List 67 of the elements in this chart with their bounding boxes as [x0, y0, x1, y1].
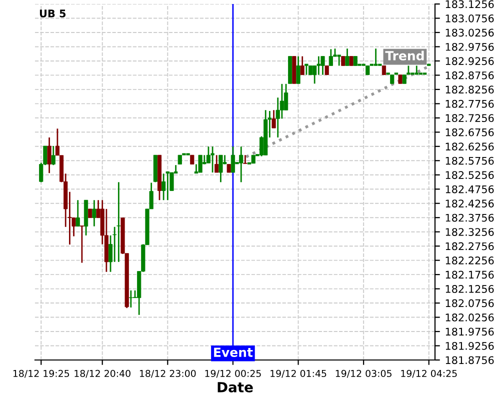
candlestick — [382, 64, 386, 76]
y-tick-label: 182.1756 — [446, 270, 494, 279]
y-tick-label: 181.9256 — [446, 342, 494, 350]
candlestick — [341, 56, 346, 66]
y-tick-label: 181.8756 — [446, 356, 494, 364]
x-tick-label: 19/12 03:05 — [336, 370, 392, 378]
candlestick — [47, 136, 52, 174]
candlestick — [178, 154, 182, 165]
y-tick-label: 182.4256 — [446, 200, 494, 208]
candlestick — [345, 48, 350, 66]
y-tick-label: 183.0756 — [446, 14, 494, 22]
candlestick — [230, 146, 236, 174]
y-tick-label: 182.6256 — [446, 142, 494, 151]
candlestick — [353, 56, 358, 66]
candlestick — [76, 199, 80, 228]
x-tick-label: 18/12 19:25 — [13, 370, 70, 378]
y-tick-label: 182.0756 — [446, 299, 494, 308]
y-tick-label: 182.3256 — [446, 228, 494, 236]
x-tick-label: 19/12 04:25 — [401, 370, 457, 378]
candlestick — [272, 109, 276, 129]
candlestick — [296, 56, 300, 84]
candlestick — [243, 154, 248, 164]
candlestick — [190, 154, 194, 165]
y-tick-label: 182.3756 — [446, 214, 494, 222]
candlestick — [51, 145, 56, 166]
candlestick — [198, 154, 202, 174]
y-tick-label: 181.9756 — [446, 328, 494, 336]
x-axis-title: Date — [218, 382, 253, 392]
y-tick-label: 183.0256 — [446, 28, 494, 37]
chart-title: UB 5 — [40, 10, 66, 18]
candlestick — [92, 199, 96, 228]
x-tick-label: 19/12 01:45 — [270, 370, 326, 378]
ref-line-label: Event — [214, 348, 253, 358]
y-tick-label: 182.5256 — [446, 171, 494, 179]
y-tick-label: 182.7756 — [446, 100, 494, 108]
candlestick — [218, 154, 223, 183]
y-tick-label: 182.8756 — [446, 71, 494, 80]
y-tick-label: 182.8256 — [446, 86, 494, 94]
y-tick-label: 182.4756 — [446, 185, 494, 194]
y-tick-label: 182.9256 — [446, 57, 494, 66]
x-tick-label: 19/12 00:25 — [205, 370, 261, 378]
candlestick — [214, 154, 219, 174]
x-tick-label: 18/12 20:40 — [74, 370, 130, 378]
candlestick — [116, 181, 121, 263]
candlestick — [366, 64, 370, 76]
y-tick-label: 182.7256 — [446, 114, 494, 122]
candlestick — [300, 56, 304, 76]
candlestick — [210, 146, 216, 174]
candlestick — [328, 48, 333, 66]
candlestick — [162, 172, 166, 201]
candlestick — [128, 290, 133, 308]
annotation: Trend — [385, 50, 424, 60]
candlestick — [308, 64, 313, 76]
y-tick-label: 182.2256 — [446, 256, 494, 264]
y-tick-label: 182.2756 — [446, 242, 494, 250]
candlestick — [239, 146, 244, 183]
y-tick-label: 182.0256 — [446, 314, 494, 322]
y-tick-label: 182.1256 — [446, 285, 494, 293]
candlestick — [320, 56, 325, 76]
candlestick — [80, 225, 84, 264]
x-tick-label: 18/12 23:00 — [140, 370, 196, 378]
y-tick-label: 182.6756 — [446, 128, 494, 136]
y-tick-label: 182.9756 — [446, 42, 494, 51]
candlestick — [324, 64, 329, 76]
y-tick-label: 183.1256 — [446, 0, 494, 8]
candlestick — [349, 56, 354, 66]
y-tick-label: 182.5756 — [446, 156, 494, 165]
